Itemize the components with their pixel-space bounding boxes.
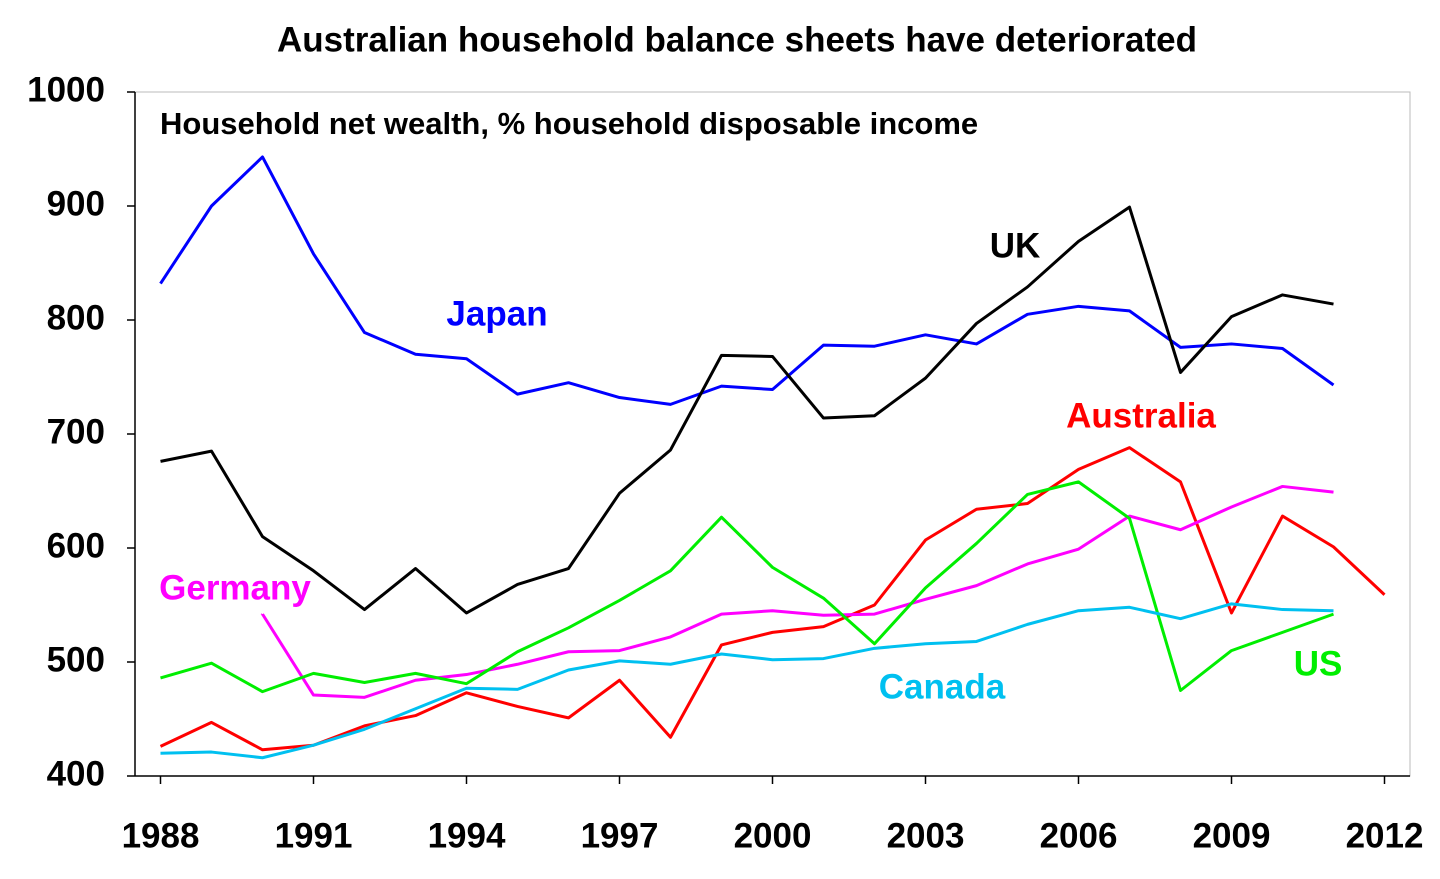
x-tick-label: 2000	[734, 816, 812, 855]
series-label: US	[1294, 644, 1343, 683]
x-tick-label: 1991	[275, 816, 353, 855]
series-line	[160, 205, 1334, 615]
series-line	[159, 155, 1335, 406]
y-tick-label: 900	[47, 184, 105, 223]
chart-title: Australian household balance sheets have…	[277, 20, 1197, 59]
x-tick-label: 1988	[122, 816, 200, 855]
x-tick-label: 2009	[1193, 816, 1271, 855]
series-label: Canada	[879, 667, 1006, 706]
series-label: Australia	[1066, 396, 1216, 435]
x-tick-label: 2003	[887, 816, 965, 855]
chart-subtitle: Household net wealth, % household dispos…	[160, 106, 978, 141]
label-leader	[260, 613, 264, 616]
series-line	[160, 602, 1334, 760]
plot-frame	[134, 91, 1411, 777]
y-tick-label: 500	[47, 640, 105, 679]
y-tick-label: 600	[47, 526, 105, 565]
y-tick-label: 400	[47, 754, 105, 793]
y-tick-label: 700	[47, 412, 105, 451]
y-tick-label: 800	[47, 298, 105, 337]
x-tick-label: 1997	[581, 816, 659, 855]
y-tick-label: 1000	[27, 70, 105, 109]
x-tick-label: 1994	[428, 816, 506, 855]
series-label: UK	[990, 226, 1041, 265]
x-tick-label: 2006	[1040, 816, 1118, 855]
series-line	[160, 480, 1335, 694]
series-label: Germany	[159, 568, 311, 607]
series-label: Japan	[446, 294, 547, 333]
series-line	[159, 446, 1386, 752]
x-tick-label: 2012	[1346, 816, 1424, 855]
